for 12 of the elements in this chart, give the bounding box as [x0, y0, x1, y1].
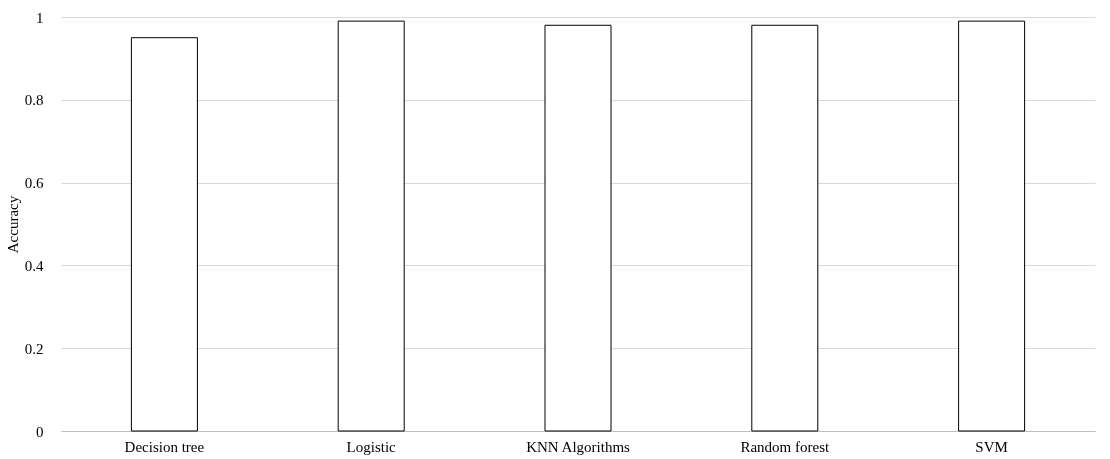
y-tick-label: 0.6	[24, 175, 44, 192]
x-tick-label: Logistic	[346, 438, 397, 455]
y-axis-title: Accuracy	[4, 195, 21, 254]
x-tick-label: Random forest	[740, 438, 830, 455]
y-tick-label: 0.2	[24, 340, 44, 357]
x-tick-label: Decision tree	[124, 438, 205, 455]
y-tick-label: 0.8	[24, 92, 44, 109]
x-tick-label: SVM	[975, 438, 1008, 455]
y-tick-label: 0.4	[24, 257, 44, 274]
y-tick-label: 1	[36, 9, 44, 26]
x-tick-label: KNN Algorithms	[526, 438, 631, 455]
y-tick-label: 0	[36, 423, 44, 440]
